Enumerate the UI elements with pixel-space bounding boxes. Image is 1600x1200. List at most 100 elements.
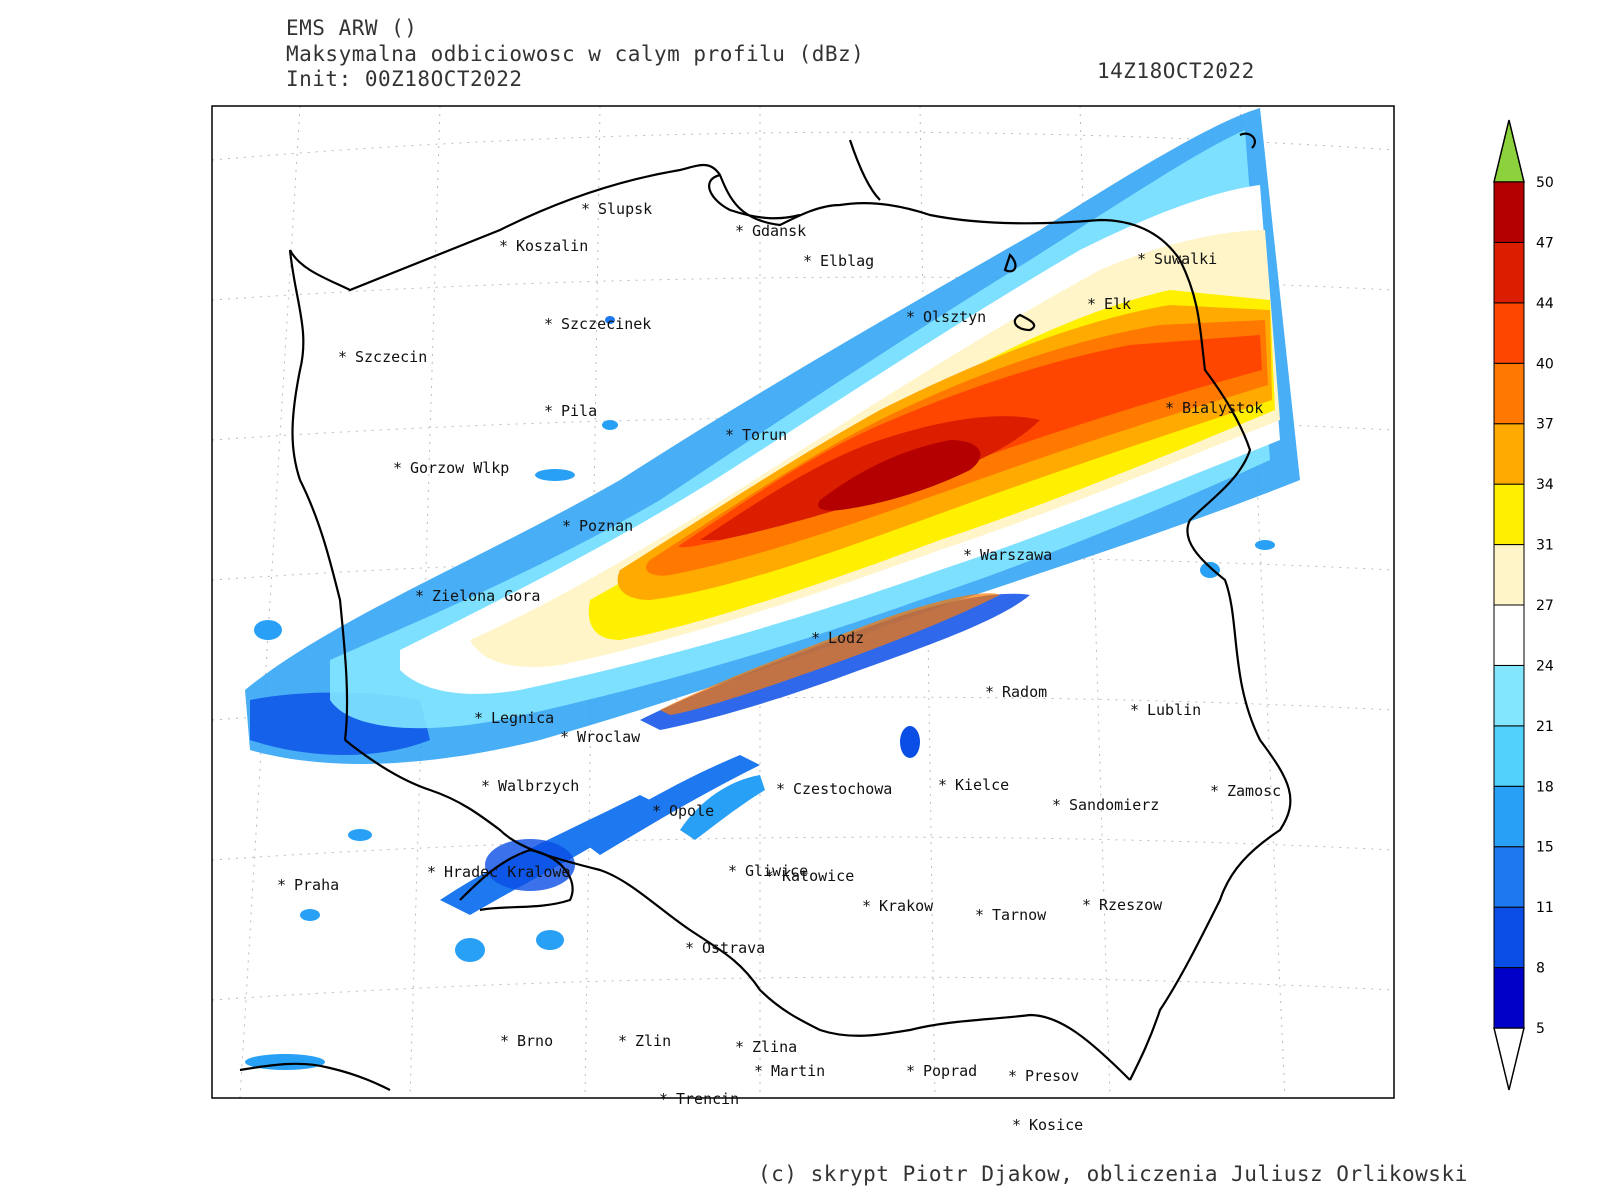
city-label-trencin: Trencin [676,1090,739,1108]
colorbar-tick-label: 37 [1536,417,1554,433]
svg-text:*: * [765,867,774,885]
city-label-elk: Elk [1104,295,1131,313]
colorbar-legend: 5 8 11 15 18 21 24 27 31 34 37 40 44 47 50 [1493,119,1554,1091]
city-label-radom: Radom [1002,683,1047,701]
svg-text:*: * [393,459,402,477]
city-label-elblag: Elblag [820,252,874,270]
svg-text:*: * [975,906,984,924]
svg-text:*: * [277,876,286,894]
city-label-tarnow: Tarnow [992,906,1047,924]
svg-text:*: * [963,546,972,564]
city-label-sandomierz: Sandomierz [1069,796,1159,814]
svg-text:*: * [938,776,947,794]
credits-footer: (c) skrypt Piotr Djakow, obliczenia Juli… [758,1162,1468,1186]
city-label-kosice: Kosice [1029,1116,1083,1134]
colorbar-above-triangle [1493,119,1525,183]
svg-text:*: * [618,1032,627,1050]
init-time: Init: 00Z18OCT2022 [286,67,523,91]
svg-text:*: * [481,777,490,795]
svg-text:*: * [544,315,553,333]
city-label-rzeszow: Rzeszow [1099,896,1163,914]
svg-text:*: * [544,402,553,420]
city-label-brno: Brno [517,1032,553,1050]
svg-text:*: * [685,939,694,957]
colorbar-tick-label: 8 [1536,961,1545,977]
city-label-zlina: Zlina [752,1038,797,1056]
city-label-lublin: Lublin [1147,701,1201,719]
city-label-zielona-gora: Zielona Gora [432,587,540,605]
svg-text:*: * [803,252,812,270]
city-label-szczecin: Szczecin [355,348,427,366]
colorbar-tick-label: 11 [1536,900,1554,916]
city-label-zlin: Zlin [635,1032,671,1050]
colorbar-tick-label: 27 [1536,598,1554,614]
colorbar-below-triangle [1493,1027,1525,1091]
colorbar-segment [1493,664,1525,727]
colorbar-tick-label: 31 [1536,538,1554,554]
city-label-gorzow: Gorzow Wlkp [410,459,509,477]
svg-text:*: * [500,1032,509,1050]
city-label-poprad: Poprad [923,1062,977,1080]
colorbar-segment [1493,302,1525,364]
city-label-katowice: Katowice [782,867,854,885]
colorbar-tick-label: 24 [1536,658,1554,674]
colorbar-tick-label: 44 [1536,296,1554,312]
city-label-koszalin: Koszalin [516,237,588,255]
city-label-martin: Martin [771,1062,825,1080]
svg-text:*: * [1052,796,1061,814]
map-title: EMS ARW () [286,16,418,40]
svg-text:*: * [338,348,347,366]
colorbar-segment [1493,725,1525,787]
colorbar-segment [1493,785,1525,848]
city-label-krakow: Krakow [879,897,934,915]
city-label-hradec-kralowe: Hradec Kralowe [444,863,570,881]
svg-text:*: * [1012,1116,1021,1134]
svg-text:*: * [906,308,915,326]
colorbar-segment [1493,604,1525,666]
svg-text:*: * [776,780,785,798]
valid-time: 14Z18OCT2022 [1097,59,1255,83]
svg-text:*: * [862,897,871,915]
city-label-lodz: Lodz [828,629,864,647]
svg-text:*: * [427,863,436,881]
colorbar-tick-label: 34 [1536,477,1554,493]
city-label-slupsk: Slupsk [598,200,652,218]
colorbar-segment [1493,423,1525,485]
svg-text:*: * [1008,1067,1017,1085]
colorbar-tick-label: 40 [1536,356,1554,372]
svg-text:*: * [499,237,508,255]
svg-text:*: * [985,683,994,701]
city-label-praha: Praha [294,876,339,894]
svg-text:*: * [1087,295,1096,313]
svg-text:*: * [415,587,424,605]
colorbar-tick-label: 21 [1536,719,1554,735]
city-label-walbrzych: Walbrzych [498,777,579,795]
svg-text:*: * [652,802,661,820]
svg-text:*: * [659,1090,668,1108]
city-label-olsztyn: Olsztyn [923,308,986,326]
svg-text:*: * [1210,782,1219,800]
svg-text:*: * [735,1038,744,1056]
city-label-torun: Torun [742,426,787,444]
svg-text:*: * [1130,701,1139,719]
city-label-suwalki: Suwalki [1154,250,1217,268]
colorbar-segment [1493,362,1525,425]
svg-text:*: * [1137,250,1146,268]
city-label-presov: Presov [1025,1067,1079,1085]
colorbar-segment [1493,181,1525,243]
colorbar-tick-label: 18 [1536,779,1554,795]
svg-text:*: * [1165,399,1174,417]
reflectivity-field [245,108,1300,1070]
svg-text:*: * [1082,896,1091,914]
map-frame [211,105,1395,1099]
city-label-gliwice: Gliwice [745,862,808,880]
city-label-bialystok: Bialystok [1182,399,1263,417]
colorbar-tick-label: 5 [1536,1021,1545,1037]
city-label-poznan: Poznan [579,517,633,535]
city-label-legnica: Legnica [491,709,554,727]
svg-text:*: * [728,862,737,880]
colorbar-tick-label: 47 [1536,235,1554,251]
city-label-szczecinek: Szczecinek [561,315,651,333]
country-borders [239,132,1292,1091]
